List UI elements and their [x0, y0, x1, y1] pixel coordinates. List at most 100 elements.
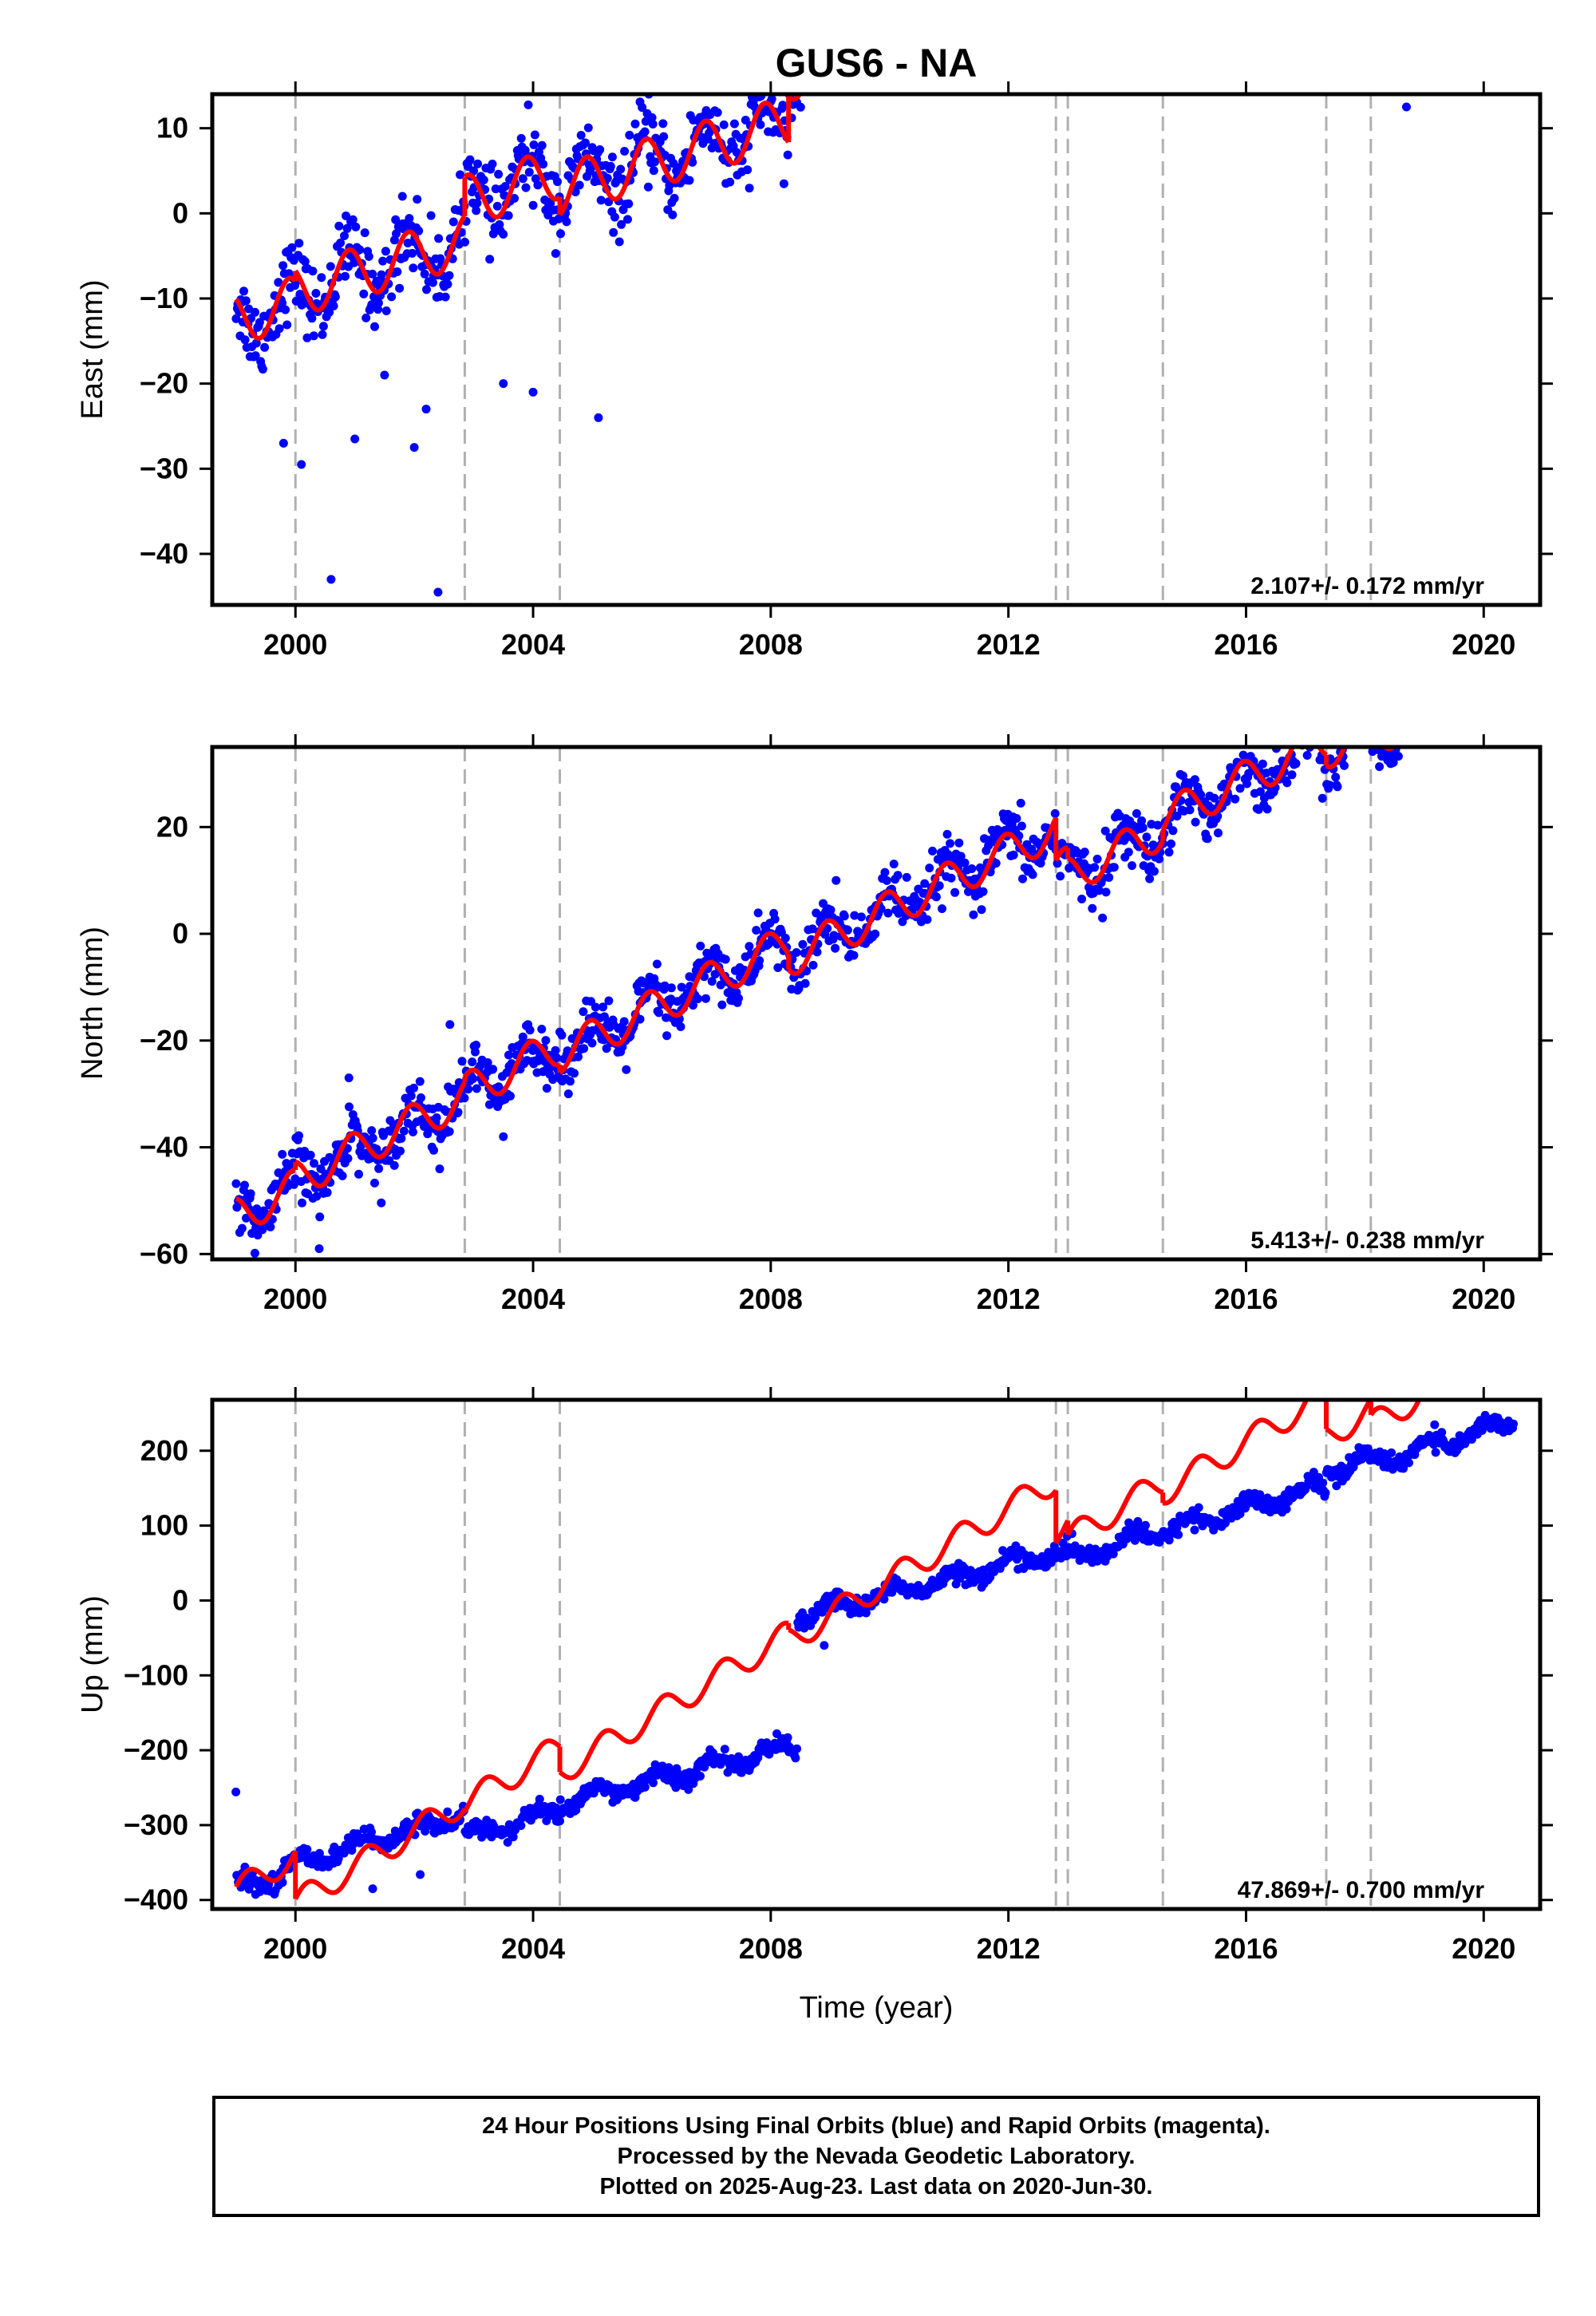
- data-point: [1304, 721, 1313, 729]
- data-point: [1446, 725, 1455, 733]
- data-point: [671, 1783, 681, 1792]
- data-point: [500, 182, 510, 191]
- outlier-point: [409, 443, 419, 453]
- data-point: [898, 30, 907, 39]
- data-point: [896, 0, 905, 9]
- data-point: [1490, 674, 1499, 682]
- model-curve-segment: [293, 214, 467, 313]
- data-point: [745, 184, 754, 193]
- data-point: [298, 1198, 306, 1207]
- data-points: [231, 0, 1411, 597]
- y-tick-label: 0: [172, 917, 188, 950]
- data-point: [1018, 9, 1027, 18]
- data-point: [729, 119, 739, 128]
- x-tick-label: 2016: [1214, 1932, 1278, 1965]
- y-tick-label: −400: [124, 1883, 188, 1916]
- data-point: [707, 977, 717, 986]
- x-axis-ticks: 2000 2004 2008 2012 2016 2020: [263, 734, 1515, 1315]
- data-point: [1467, 697, 1476, 705]
- data-point: [1444, 721, 1453, 729]
- data-point: [368, 269, 377, 279]
- data-point: [533, 180, 543, 190]
- data-point: [831, 943, 840, 953]
- model-curve-segment: [462, 1038, 562, 1097]
- data-point: [1426, 716, 1435, 725]
- data-point: [1411, 698, 1420, 707]
- data-point: [648, 120, 658, 128]
- data-point: [1436, 721, 1445, 730]
- data-point: [1138, 823, 1148, 832]
- data-point: [658, 119, 668, 128]
- y-tick-label: −60: [140, 1237, 188, 1270]
- data-point: [713, 108, 722, 117]
- data-point: [770, 915, 780, 924]
- data-point: [826, 2, 835, 11]
- data-point: [660, 981, 670, 990]
- data-point: [1432, 705, 1441, 714]
- data-point: [579, 1044, 589, 1053]
- data-point: [1369, 717, 1378, 726]
- data-point: [555, 1816, 564, 1826]
- data-point: [242, 1213, 251, 1223]
- data-point: [922, 915, 932, 924]
- data-point: [1431, 1448, 1440, 1457]
- data-point: [571, 1805, 581, 1815]
- data-point: [1385, 706, 1394, 715]
- x-tick-label: 2004: [501, 1282, 565, 1315]
- data-point: [1314, 733, 1323, 741]
- data-point: [1345, 737, 1354, 746]
- data-point: [887, 26, 895, 35]
- data-point: [1420, 697, 1429, 705]
- data-point: [1362, 709, 1371, 718]
- data-point: [823, 923, 832, 933]
- x-tick-label: 2012: [977, 1932, 1041, 1965]
- data-point: [1404, 710, 1412, 719]
- data-point: [925, 9, 934, 18]
- data-point: [355, 245, 365, 255]
- data-point: [409, 1127, 417, 1136]
- data-point: [472, 1084, 481, 1093]
- data-point: [1340, 761, 1349, 770]
- data-point: [453, 1108, 463, 1117]
- data-point: [485, 255, 495, 264]
- data-point: [1104, 873, 1114, 882]
- data-point: [1503, 703, 1511, 712]
- data-point: [426, 211, 436, 220]
- data-point: [1504, 676, 1513, 685]
- data-point: [1090, 863, 1100, 872]
- data-point: [981, 22, 990, 30]
- x-tick-label: 2004: [501, 628, 565, 661]
- data-point: [923, 12, 932, 21]
- data-point: [1088, 903, 1097, 913]
- data-point: [300, 257, 310, 267]
- data-point: [443, 279, 452, 289]
- footer-info-box: 24 Hour Positions Using Final Orbits (bl…: [212, 2096, 1540, 2217]
- data-point: [460, 237, 469, 247]
- data-point: [914, 4, 922, 13]
- model-curve-segment: [1065, 827, 1165, 885]
- data-point: [1190, 1525, 1199, 1535]
- data-point: [602, 173, 612, 183]
- data-point: [537, 1025, 547, 1034]
- data-point: [530, 130, 539, 140]
- data-point: [1501, 697, 1510, 705]
- data-point: [387, 292, 397, 302]
- data-point: [978, 887, 988, 896]
- data-point: [1301, 713, 1310, 722]
- data-point: [393, 267, 402, 276]
- data-point: [1012, 814, 1021, 823]
- data-point: [1235, 784, 1245, 793]
- model-curve-segment: [234, 1168, 298, 1226]
- data-point: [640, 127, 650, 136]
- data-point: [541, 1036, 551, 1045]
- y-tick-label: −30: [140, 452, 188, 484]
- data-point: [1447, 713, 1456, 722]
- data-point: [364, 251, 373, 261]
- y-tick-label: 0: [172, 196, 188, 229]
- data-point: [830, 15, 839, 24]
- data-point: [1100, 826, 1110, 836]
- model-curve-segment: [462, 1738, 562, 1813]
- data-point: [826, 905, 836, 915]
- data-point: [839, 911, 849, 921]
- data-point: [1310, 734, 1319, 743]
